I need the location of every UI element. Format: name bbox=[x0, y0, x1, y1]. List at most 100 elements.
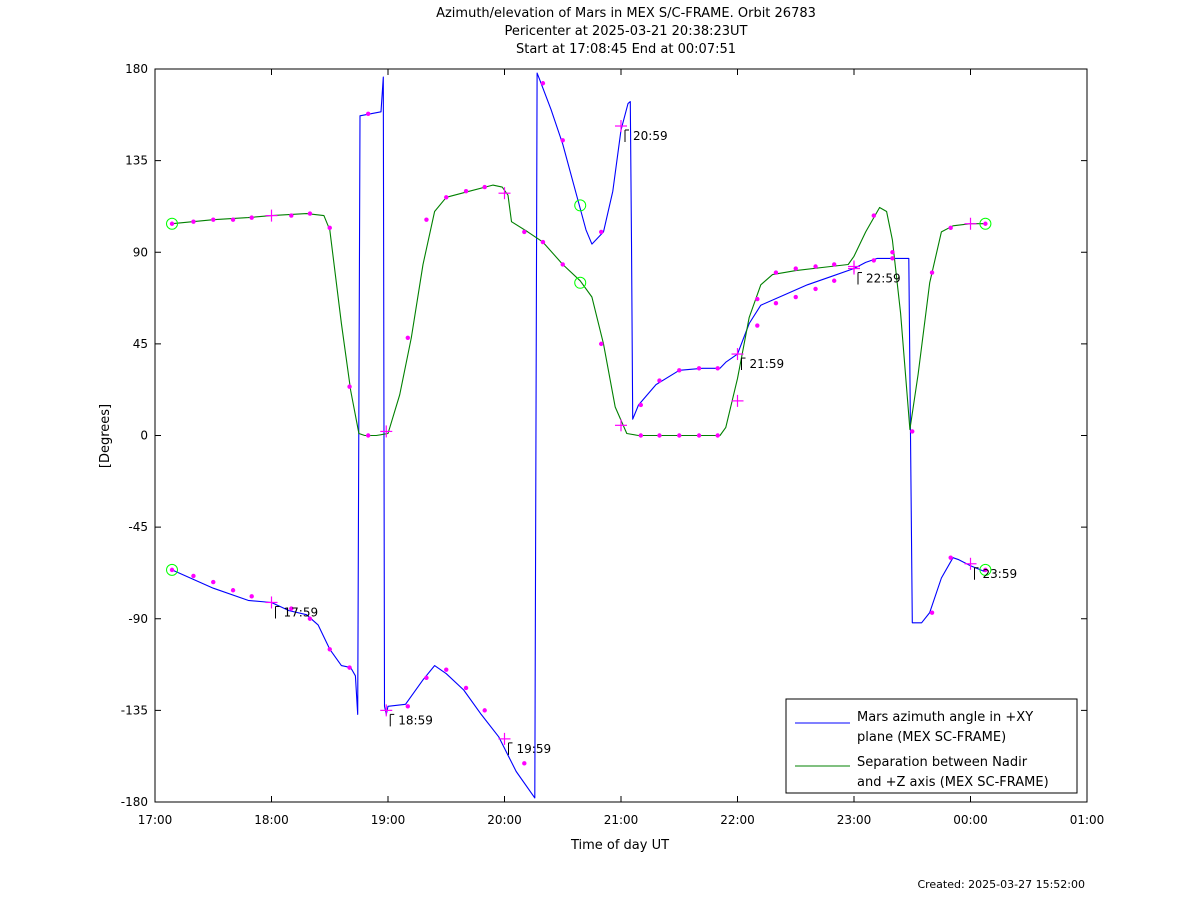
data-point-dot bbox=[191, 219, 196, 224]
data-point-dot bbox=[540, 239, 546, 245]
hour-cross-marker bbox=[498, 187, 511, 200]
x-tick-label: 00:00 bbox=[953, 813, 988, 827]
y-axis: 180 135 90 45 0 -45 -90 -135 -180 bbox=[121, 62, 1087, 809]
time-annotation: 23:59 bbox=[974, 567, 1017, 581]
data-point-dot bbox=[657, 378, 662, 383]
data-point-dot bbox=[983, 567, 988, 573]
y-tick-label: -135 bbox=[121, 703, 148, 717]
data-point-dot bbox=[424, 217, 429, 222]
hour-cross-marker bbox=[964, 217, 977, 230]
title-line-3: Start at 17:08:45 End at 00:07:51 bbox=[516, 42, 736, 57]
data-point-dot bbox=[444, 195, 449, 200]
data-point-dot bbox=[696, 366, 702, 371]
data-point-dot bbox=[405, 704, 411, 709]
time-annotations: 17:59 18:59 19:59 20:59 21:59 22:59 23:59 bbox=[275, 129, 1017, 756]
start-end-circle-marker bbox=[166, 563, 179, 576]
data-point-dot bbox=[598, 341, 604, 347]
x-tick-label: 22:00 bbox=[720, 813, 755, 827]
data-point-dot bbox=[482, 708, 487, 713]
x-tick-label: 20:00 bbox=[487, 813, 522, 827]
series-line-separation bbox=[171, 184, 986, 437]
data-point-dot bbox=[347, 384, 352, 389]
hour-cross-marker bbox=[964, 557, 977, 570]
data-point-dot bbox=[696, 433, 702, 438]
data-point-dot bbox=[638, 402, 644, 408]
data-point-dot bbox=[948, 555, 953, 560]
start-end-circle-marker bbox=[166, 217, 179, 230]
y-axis-label: [Degrees] bbox=[98, 404, 113, 468]
data-point-dot bbox=[347, 665, 352, 670]
hour-cross-marker bbox=[498, 732, 511, 745]
start-end-circle-marker bbox=[979, 217, 992, 230]
x-axis: 17:00 18:00 19:00 20:00 21:00 22:00 23:00 00:00… bbox=[138, 69, 1104, 827]
start-end-circle-marker bbox=[574, 199, 587, 212]
plot-frame bbox=[154, 68, 1088, 803]
data-point-dot bbox=[365, 111, 371, 116]
data-point-dot bbox=[755, 296, 760, 302]
time-annotation-label: 18:59 bbox=[398, 713, 433, 727]
hour-cross-marker bbox=[731, 348, 744, 361]
x-tick-label: 21:00 bbox=[604, 813, 639, 827]
data-point-dot bbox=[677, 433, 682, 438]
data-point-dot bbox=[463, 685, 469, 691]
time-annotation: 20:59 bbox=[624, 129, 668, 143]
data-point-dot bbox=[289, 606, 294, 611]
x-axis-label: Time of day UT bbox=[570, 838, 669, 853]
x-tick-label: 17:00 bbox=[138, 813, 173, 827]
data-point-dot bbox=[983, 221, 988, 226]
hour-cross-marker bbox=[615, 419, 627, 432]
data-point-dot bbox=[831, 262, 837, 267]
data-point-dot bbox=[890, 256, 895, 261]
data-point-dot bbox=[307, 616, 313, 621]
x-tick-label: 19:00 bbox=[371, 813, 406, 827]
data-point-dot bbox=[871, 213, 877, 218]
data-point-dot bbox=[169, 567, 175, 573]
data-point-dot bbox=[522, 229, 527, 235]
legend-label-separation-2: and +Z axis (MEX SC-FRAME) bbox=[857, 775, 1049, 790]
hour-cross-marker bbox=[380, 704, 393, 717]
hour-cross-marker bbox=[731, 394, 744, 407]
data-point-dot bbox=[793, 294, 798, 300]
data-point-dot bbox=[327, 225, 332, 231]
y-tick-label: -45 bbox=[128, 520, 148, 534]
y-tick-label: 0 bbox=[140, 429, 148, 443]
legend: Mars azimuth angle in +XY plane (MEX SC-… bbox=[785, 698, 1078, 794]
start-end-circle-marker bbox=[979, 563, 992, 576]
data-point-dot bbox=[191, 573, 196, 579]
data-point-dot bbox=[813, 286, 818, 292]
time-annotation: 22:59 bbox=[857, 272, 901, 286]
data-point-dot bbox=[249, 594, 254, 599]
legend-label-azimuth-1: Mars azimuth angle in +XY bbox=[857, 710, 1033, 725]
data-point-dot bbox=[230, 588, 236, 593]
y-tick-label: 180 bbox=[125, 62, 148, 76]
time-annotation-label: 20:59 bbox=[633, 129, 668, 143]
start-end-circle-marker bbox=[574, 276, 587, 289]
data-point-dot bbox=[793, 266, 798, 271]
hour-cross-marker bbox=[265, 596, 278, 609]
data-point-dot bbox=[169, 221, 175, 226]
data-point-dot bbox=[522, 761, 527, 766]
y-tick-label: 45 bbox=[133, 337, 148, 351]
data-point-dot bbox=[948, 225, 953, 231]
y-tick-label: 90 bbox=[133, 245, 148, 259]
data-point-dot bbox=[871, 258, 877, 263]
data-point-dot bbox=[249, 215, 254, 220]
data-point-dot bbox=[657, 433, 662, 438]
data-point-dot bbox=[773, 300, 779, 306]
data-point-dot bbox=[365, 433, 371, 438]
series-layer bbox=[171, 72, 986, 799]
time-annotation: 17:59 bbox=[275, 605, 319, 619]
time-annotation: 18:59 bbox=[389, 713, 433, 727]
data-point-dot bbox=[929, 270, 935, 275]
data-point-dot bbox=[715, 366, 720, 371]
title-line-2: Pericenter at 2025-03-21 20:38:23UT bbox=[504, 24, 747, 39]
data-point-dot bbox=[211, 217, 216, 222]
data-point-dot bbox=[327, 647, 332, 652]
time-annotation-label: 17:59 bbox=[284, 605, 319, 619]
data-point-dot bbox=[560, 262, 565, 267]
chart-title: Azimuth/elevation of Mars in MEX S/C-FRA… bbox=[436, 6, 816, 57]
data-point-dot bbox=[405, 335, 411, 340]
hour-cross-marker bbox=[265, 209, 278, 222]
series-line-azimuth bbox=[171, 72, 986, 799]
data-point-dot bbox=[540, 81, 546, 86]
